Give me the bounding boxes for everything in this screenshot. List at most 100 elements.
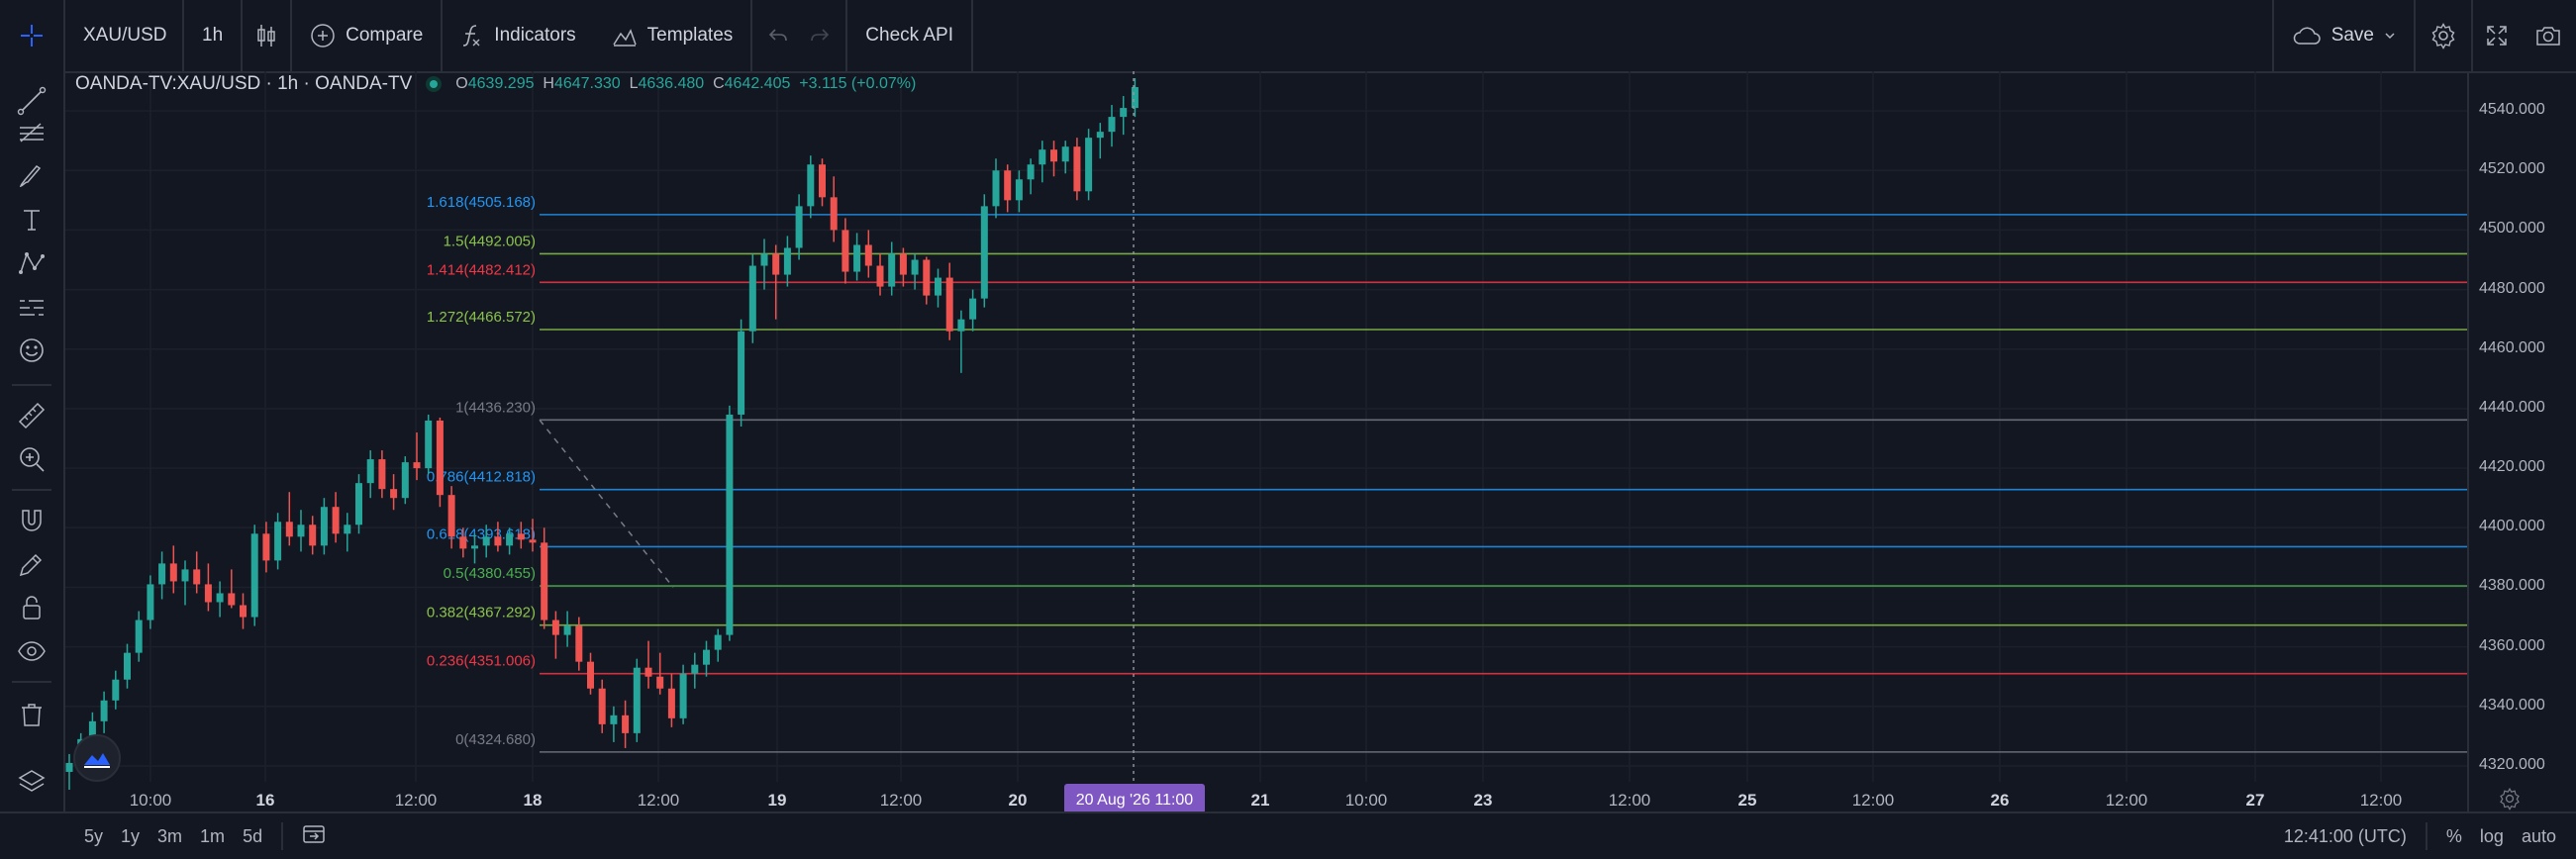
percent-toggle[interactable]: %	[2445, 825, 2462, 846]
chevron-down-icon[interactable]	[2384, 31, 2396, 41]
market-status-icon	[426, 76, 443, 92]
hide-drawings-tool[interactable]	[14, 633, 50, 669]
forecast-icon	[20, 300, 44, 316]
crosshair-tool-button[interactable]	[0, 0, 65, 71]
brush-tool[interactable]	[14, 158, 50, 194]
check-api-label: Check API	[865, 25, 953, 46]
candle-body	[819, 164, 826, 198]
logo-icon	[84, 753, 110, 768]
candle-body	[795, 206, 803, 248]
fullscreen-button[interactable]	[2473, 0, 2521, 71]
compare-label: Compare	[346, 25, 424, 46]
go-to-date-button[interactable]	[293, 823, 335, 850]
candle-body	[459, 536, 467, 549]
lock-drawings-tool[interactable]	[14, 590, 50, 625]
interval-label: 1h	[202, 25, 224, 46]
prediction-tool[interactable]	[14, 289, 50, 325]
open-value: 4639.295	[467, 75, 535, 92]
fib-trend-line[interactable]	[539, 419, 674, 588]
candle-body	[760, 253, 768, 266]
range-1m[interactable]: 1m	[200, 825, 226, 846]
remove-drawings-tool[interactable]	[14, 697, 50, 732]
trash-icon	[22, 704, 42, 726]
auto-toggle[interactable]: auto	[2521, 825, 2556, 846]
pattern-tool[interactable]	[14, 245, 50, 281]
candle-body	[228, 593, 236, 606]
legend-ohlc: O4639.295 H4647.330 L4636.480 C4642.405 …	[455, 75, 916, 93]
chart-type-button[interactable]	[243, 0, 293, 71]
high-value: 4647.330	[553, 75, 621, 92]
candle-body	[1108, 117, 1116, 133]
range-5y[interactable]: 5y	[84, 825, 104, 846]
tradingview-logo[interactable]	[73, 734, 121, 782]
undo-redo-group	[752, 0, 848, 71]
time-tick-label: 12:00	[2360, 791, 2403, 810]
stay-in-drawing-tool[interactable]	[14, 546, 50, 582]
open-key: O	[455, 75, 468, 92]
time-tick-label: 20	[1009, 791, 1028, 810]
candle-body	[436, 420, 444, 496]
object-tree-tool[interactable]	[14, 764, 50, 800]
candle-body	[551, 620, 559, 635]
candle-body	[1004, 170, 1012, 201]
toolbar-divider	[12, 489, 51, 491]
compare-button[interactable]: Compare	[292, 0, 444, 71]
fib-level-label: 0.786(4412.818)	[427, 469, 536, 486]
text-tool[interactable]	[14, 202, 50, 238]
screenshot-button[interactable]	[2521, 0, 2576, 71]
time-tick-label: 10:00	[1345, 791, 1388, 810]
candle-body	[112, 679, 120, 701]
candle-body	[425, 420, 433, 469]
candle-body	[447, 495, 455, 537]
settings-button[interactable]	[2416, 0, 2473, 71]
range-5d[interactable]: 5d	[243, 825, 263, 846]
redo-icon[interactable]	[810, 27, 830, 45]
measure-tool[interactable]	[14, 398, 50, 433]
candle-body	[332, 507, 340, 534]
candle-body	[656, 676, 664, 689]
emoji-tool[interactable]	[14, 333, 50, 368]
candle-body	[888, 253, 896, 287]
legend-symbol[interactable]: OANDA-TV:XAU/USD · 1h · OANDA-TV	[75, 73, 413, 94]
magnet-tool[interactable]	[14, 503, 50, 538]
function-icon	[463, 25, 480, 47]
candle-body	[181, 569, 189, 582]
range-1y[interactable]: 1y	[121, 825, 141, 846]
utc-clock[interactable]: 12:41:00 (UTC)	[2283, 825, 2407, 846]
symbol-search-button[interactable]: XAU/USD	[65, 0, 184, 71]
interval-button[interactable]: 1h	[184, 0, 244, 71]
indicators-button[interactable]: Indicators	[443, 0, 593, 71]
candle-body	[945, 277, 953, 332]
log-toggle[interactable]: log	[2479, 825, 2504, 846]
axis-settings-button[interactable]	[2495, 784, 2525, 813]
candle-body	[714, 634, 722, 650]
undo-icon[interactable]	[768, 27, 788, 45]
candle-body	[748, 265, 756, 332]
trend-line-tool[interactable]	[14, 83, 50, 119]
candle-body	[285, 522, 293, 537]
fib-level-label: 1.5(4492.005)	[444, 233, 536, 249]
candle-body	[1061, 146, 1069, 162]
candle-body	[250, 533, 258, 618]
price-axis[interactable]: 4540.000 4520.000 4500.000 4480.000 4460.000…	[2467, 71, 2576, 811]
zoom-tool[interactable]	[14, 441, 50, 477]
pencil-lock-icon	[19, 553, 43, 577]
fib-tool[interactable]	[14, 115, 50, 150]
candle-body	[563, 625, 571, 635]
candle-body	[703, 649, 710, 665]
price-tick-label: 4340.000	[2479, 696, 2545, 714]
save-button[interactable]: Save	[2271, 0, 2416, 71]
check-api-button[interactable]: Check API	[847, 0, 973, 71]
candle-body	[598, 688, 606, 724]
candle-body	[738, 331, 745, 415]
plus-circle-icon	[311, 24, 335, 48]
brush-icon	[19, 165, 42, 188]
fib-level-label: 0.5(4380.455)	[444, 565, 536, 582]
candle-body	[355, 483, 362, 525]
price-tick-label: 4440.000	[2479, 398, 2545, 416]
fib-level-label: 0.382(4367.292)	[427, 605, 536, 621]
templates-button[interactable]: Templates	[594, 0, 753, 71]
range-3m[interactable]: 3m	[157, 825, 183, 846]
candle-body	[980, 206, 988, 299]
